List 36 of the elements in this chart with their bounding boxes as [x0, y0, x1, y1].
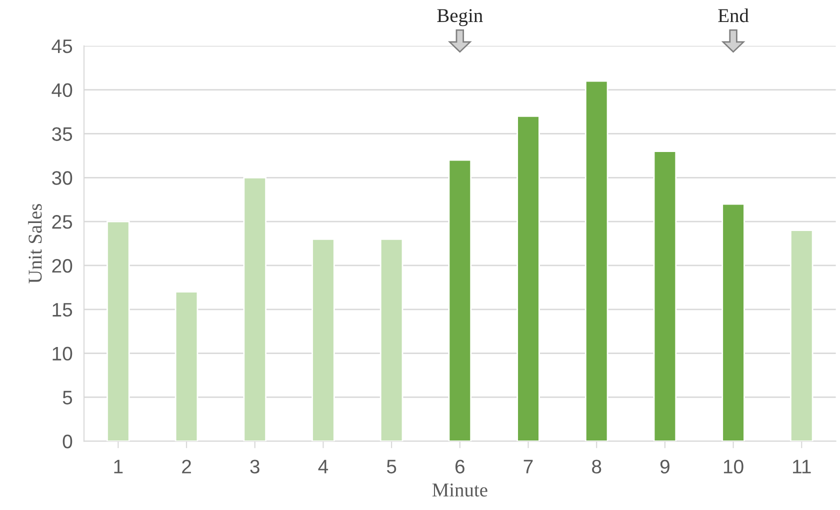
x-tick-label: 9 — [660, 460, 670, 474]
x-tick-label: 6 — [455, 460, 464, 474]
text: Begin — [437, 9, 483, 26]
text: End — [718, 8, 749, 22]
x-tick-label: 7 — [524, 460, 533, 474]
bar — [722, 203, 745, 442]
y-tick-label: 20 — [52, 258, 72, 273]
x-tick-label: 3 — [250, 460, 260, 474]
bar — [243, 176, 266, 442]
bar — [516, 115, 540, 442]
y-tick-label: 5 — [62, 390, 72, 404]
bar — [653, 150, 677, 442]
bar — [106, 220, 130, 442]
x-tick-label: 11 — [793, 460, 811, 474]
bar — [790, 230, 814, 442]
y-axis-title: Unit Sales — [28, 204, 42, 284]
bar — [584, 80, 608, 442]
bar — [380, 238, 404, 442]
y-tick-label: 30 — [52, 171, 72, 185]
x-tick-label: 4 — [318, 460, 328, 474]
x-tick-label: 10 — [724, 460, 744, 474]
bar — [448, 159, 472, 442]
y-tick-label: 45 — [52, 40, 72, 54]
x-tick-label: 8 — [592, 460, 602, 474]
bar — [312, 238, 335, 442]
y-tick-label: 40 — [52, 83, 72, 98]
y-tick-label: 15 — [52, 303, 72, 317]
y-tick-label: 10 — [52, 346, 72, 361]
y-tick-label: 35 — [52, 127, 72, 141]
y-tick-label: 0 — [62, 434, 72, 448]
x-tick-label: 1 — [114, 460, 123, 474]
x-axis-title: Minute — [432, 484, 488, 497]
y-tick-label: 25 — [52, 215, 72, 229]
bar — [174, 291, 198, 442]
x-tick-label: 5 — [386, 460, 396, 474]
x-tick-label: 2 — [182, 460, 191, 474]
